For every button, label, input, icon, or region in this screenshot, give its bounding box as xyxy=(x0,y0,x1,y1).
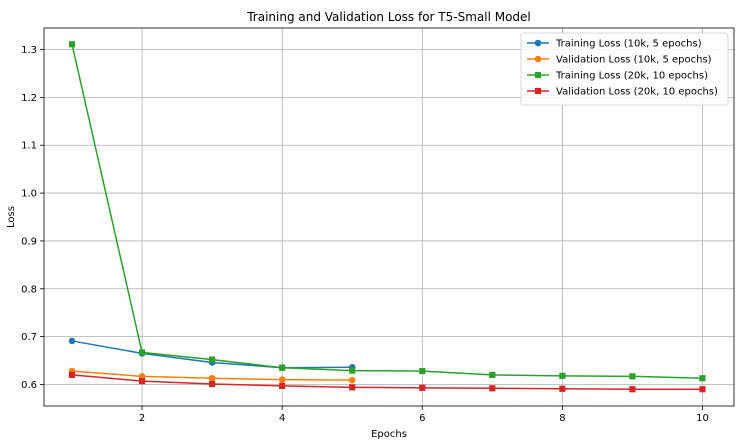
chart-title: Training and Validation Loss for T5-Smal… xyxy=(246,10,531,24)
y-tick-label: 0.7 xyxy=(21,332,37,343)
legend-label: Validation Loss (20k, 10 epochs) xyxy=(556,87,718,98)
y-tick-label: 0.9 xyxy=(21,236,37,247)
data-point xyxy=(349,384,356,391)
data-point xyxy=(208,374,216,382)
data-point xyxy=(278,376,286,383)
y-axis-label: Loss xyxy=(6,206,17,228)
data-point xyxy=(699,386,706,393)
data-point xyxy=(349,367,356,374)
series-1 xyxy=(68,337,356,372)
x-tick-label: 2 xyxy=(139,413,145,424)
data-point xyxy=(138,349,146,356)
legend-marker xyxy=(534,71,542,79)
data-point xyxy=(68,337,76,345)
data-point xyxy=(209,356,216,363)
legend-marker xyxy=(534,39,542,47)
x-tick-label: 8 xyxy=(559,413,565,424)
data-point xyxy=(419,384,426,391)
data-point xyxy=(629,386,636,393)
series-layer xyxy=(68,41,706,393)
legend-entry: Training Loss (20k, 10 epochs) xyxy=(527,71,708,82)
legend-entry: Validation Loss (20k, 10 epochs) xyxy=(527,87,718,98)
data-point xyxy=(559,385,566,392)
legend-label: Training Loss (20k, 10 epochs) xyxy=(555,71,708,82)
data-point xyxy=(348,376,356,384)
legend-marker xyxy=(534,87,542,95)
data-point xyxy=(419,367,426,375)
data-point xyxy=(209,380,216,388)
data-point xyxy=(138,373,146,380)
data-point xyxy=(138,378,146,385)
x-tick-label: 6 xyxy=(419,413,425,424)
data-point xyxy=(699,375,706,382)
data-point xyxy=(489,385,496,392)
y-tick-label: 1.3 xyxy=(21,45,37,56)
series-4 xyxy=(68,371,706,393)
y-tick-label: 1.0 xyxy=(21,189,37,200)
legend-entry: Training Loss (10k, 5 epochs) xyxy=(527,39,702,50)
legend-box xyxy=(520,32,729,106)
data-point xyxy=(489,371,496,378)
y-tick-label: 1.1 xyxy=(21,141,37,152)
data-point xyxy=(68,371,76,378)
y-tick-label: 1.2 xyxy=(21,93,37,104)
legend: Training Loss (10k, 5 epochs) Validation … xyxy=(520,32,729,106)
legend-label: Validation Loss (10k, 5 epochs) xyxy=(556,55,712,66)
data-point xyxy=(279,382,286,390)
legend-marker xyxy=(534,55,542,63)
y-tick-label: 0.6 xyxy=(21,380,37,391)
data-point xyxy=(559,372,566,379)
legend-entry: Validation Loss (10k, 5 epochs) xyxy=(527,55,712,66)
series-line xyxy=(71,44,703,379)
data-point xyxy=(279,364,286,371)
series-line xyxy=(71,374,703,391)
x-tick-label: 4 xyxy=(279,413,285,424)
plot-frame xyxy=(43,27,735,407)
data-point xyxy=(629,373,636,380)
series-3 xyxy=(68,41,706,382)
legend-label: Training Loss (10k, 5 epochs) xyxy=(555,39,702,50)
data-point xyxy=(68,41,76,48)
x-axis-label: Epochs xyxy=(371,429,407,440)
ticks: 2 4 6 8 10 0.6 0.7 0.8 0.9 1.0 1.1 1.2 1.3 xyxy=(21,45,709,424)
y-tick-label: 0.8 xyxy=(21,284,37,295)
x-tick-label: 10 xyxy=(696,413,709,424)
